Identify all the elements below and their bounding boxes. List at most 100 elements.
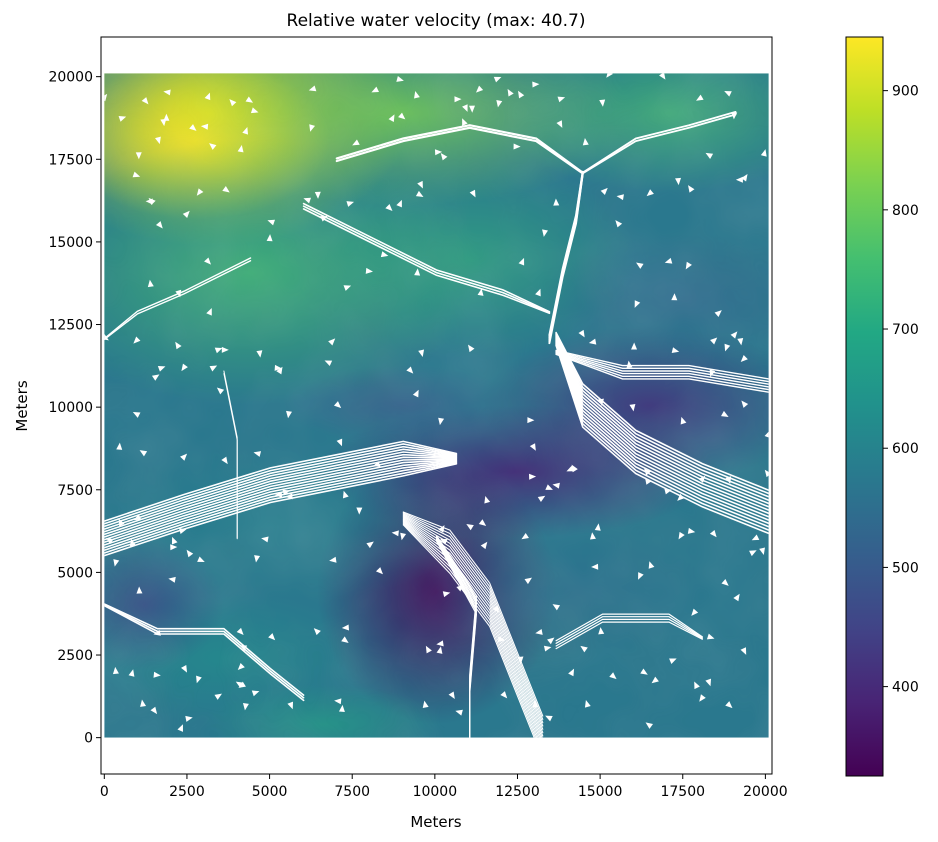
stream-arrow [242,126,249,135]
streamline [402,518,543,738]
stream-arrow [371,86,380,93]
stream-arrow [179,528,187,534]
streamline [402,521,539,738]
streamline [402,520,541,738]
stream-arrow [542,229,548,237]
y-axis-label: Meters [13,380,31,431]
stream-arrow [589,532,596,540]
colorbar-tick-label: 700 [892,322,919,338]
stream-arrow [282,489,290,496]
stream-arrow [440,153,448,161]
stream-arrow [725,476,732,484]
streamline [555,331,769,491]
stream-arrow [160,118,167,127]
streamline [402,517,544,737]
stream-arrow [118,518,125,527]
stream-arrow [438,417,445,426]
y-tick-label: 7500 [57,483,93,499]
stream-arrow [196,188,204,196]
stream-arrow [493,76,502,83]
stream-arrow [196,675,202,684]
stream-arrow [380,251,389,258]
stream-arrow [254,555,261,563]
stream-arrow [329,556,337,563]
stream-arrow [664,257,673,264]
stream-arrow [598,398,604,406]
stream-arrow [600,187,608,195]
stream-arrow [645,722,653,729]
stream-arrow [582,138,589,146]
stream-arrow [168,576,176,583]
colorbar-tick-label: 600 [892,441,919,457]
stream-arrow [584,700,591,708]
stream-arrow [135,152,142,160]
streamline [104,443,458,525]
streamline [555,351,769,385]
x-tick-label: 7500 [334,784,370,800]
streamline [555,335,769,505]
x-axis-ticks: 0 2500 5000 7500 10000 12500 15000 17500 20000 [100,774,788,800]
stream-arrow [677,493,685,501]
stream-arrow [118,116,127,122]
stream-arrow [414,268,421,276]
stream-arrow [535,628,543,635]
stream-arrow [484,495,491,504]
streamline [555,342,769,528]
stream-arrow [209,143,217,150]
streamline [104,257,252,340]
streamline [223,373,238,540]
streamline [555,338,769,515]
stream-arrow [177,724,183,732]
streamline [104,260,252,341]
stream-arrow [342,490,349,499]
streamline [302,205,551,314]
stream-arrow [545,715,553,722]
stream-arrow [629,403,636,412]
stream-arrow [721,410,729,417]
stream-arrow [671,293,678,301]
stream-arrow [680,416,687,425]
stream-arrow [372,461,381,467]
stream-arrow [313,628,321,636]
stream-arrow [730,331,738,339]
stream-arrow [206,308,212,316]
streamline [104,603,305,696]
streamline [555,352,769,391]
stream-arrow [106,537,114,545]
streamline [402,524,535,738]
stream-arrow [644,468,651,476]
streamline [581,113,737,175]
stream-arrow [496,99,503,108]
colorbar-tick-label: 400 [892,680,919,696]
stream-arrow [671,347,680,354]
stream-arrow [239,645,248,651]
streamline [104,604,305,699]
stream-arrow [448,691,455,699]
stream-arrow [588,338,597,345]
stream-arrow [648,561,655,569]
stream-arrow [698,475,706,483]
stream-arrow [705,152,714,159]
stream-arrow [578,329,585,338]
stream-arrow [242,703,249,711]
stream-arrow [132,171,141,178]
x-tick-label: 20000 [743,784,788,800]
stream-arrow [375,567,383,575]
stream-arrow [308,85,317,92]
stream-arrow [634,300,641,308]
stream-arrow [365,267,373,274]
streamline [555,618,703,647]
streamline [402,511,544,717]
streamline [104,445,458,528]
stream-arrow [705,678,712,687]
stream-arrow [153,671,161,678]
stream-arrow [644,477,652,485]
stream-arrow [462,118,468,126]
stream-arrow [638,572,644,580]
streamline [335,126,584,175]
stream-arrow [694,681,700,690]
stream-arrow [532,81,540,88]
streamline [402,523,537,738]
colorbar-ticks: 400 500 600 700 800 900 [883,84,919,696]
stream-arrow [547,637,555,645]
